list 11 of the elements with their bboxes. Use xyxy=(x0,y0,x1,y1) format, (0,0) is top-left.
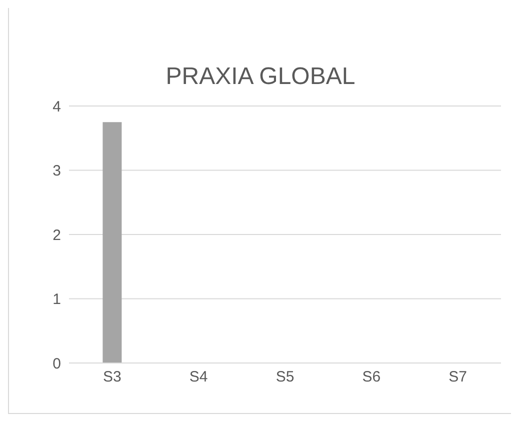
x-tick-label: S4 xyxy=(189,368,208,386)
y-tick-label: 4 xyxy=(52,98,61,116)
chart-title: PRAXIA GLOBAL xyxy=(164,63,356,91)
y-tick-label: 2 xyxy=(52,226,61,244)
x-tick-label: S6 xyxy=(362,368,381,386)
y-tick-label: 1 xyxy=(52,291,61,308)
x-tick-label: S7 xyxy=(448,368,467,386)
x-tick-label: S5 xyxy=(276,368,294,386)
y-tick-label: 0 xyxy=(52,355,61,372)
y-tick-label: 3 xyxy=(52,162,61,180)
x-tick-label: S3 xyxy=(103,368,122,386)
